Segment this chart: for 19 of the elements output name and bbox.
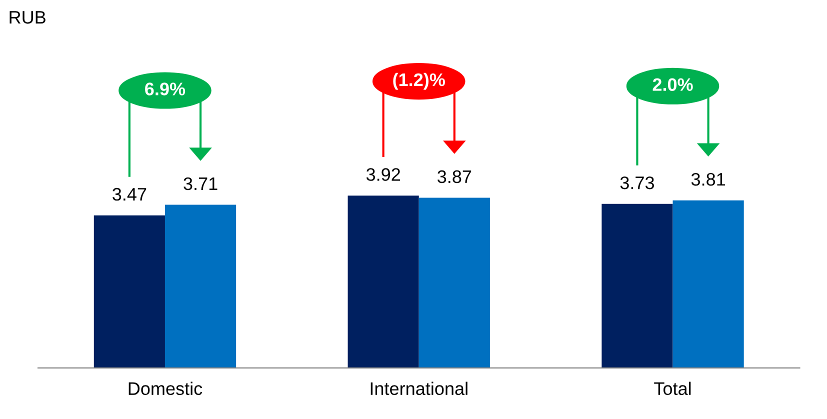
text: 2.0% [652, 78, 693, 91]
data-label: 3.47 [112, 188, 146, 201]
x-tick-label: International [370, 382, 468, 396]
bar [418, 198, 490, 368]
x-tick-label: Total [654, 382, 691, 396]
bar [164, 204, 236, 368]
x-tick-label: Domestic [128, 382, 202, 396]
data-label: 3.81 [691, 172, 725, 186]
bar [672, 200, 744, 368]
bar [348, 196, 419, 368]
bar [94, 215, 165, 368]
data-label: 3.92 [366, 168, 400, 181]
data-label: 3.71 [184, 177, 218, 190]
bar [602, 204, 673, 368]
text: RUB [10, 11, 46, 24]
data-label: 3.73 [620, 176, 654, 190]
data-label: 3.87 [438, 170, 472, 184]
text: 6.9% [145, 82, 186, 96]
text: (1.2)% [393, 72, 445, 90]
